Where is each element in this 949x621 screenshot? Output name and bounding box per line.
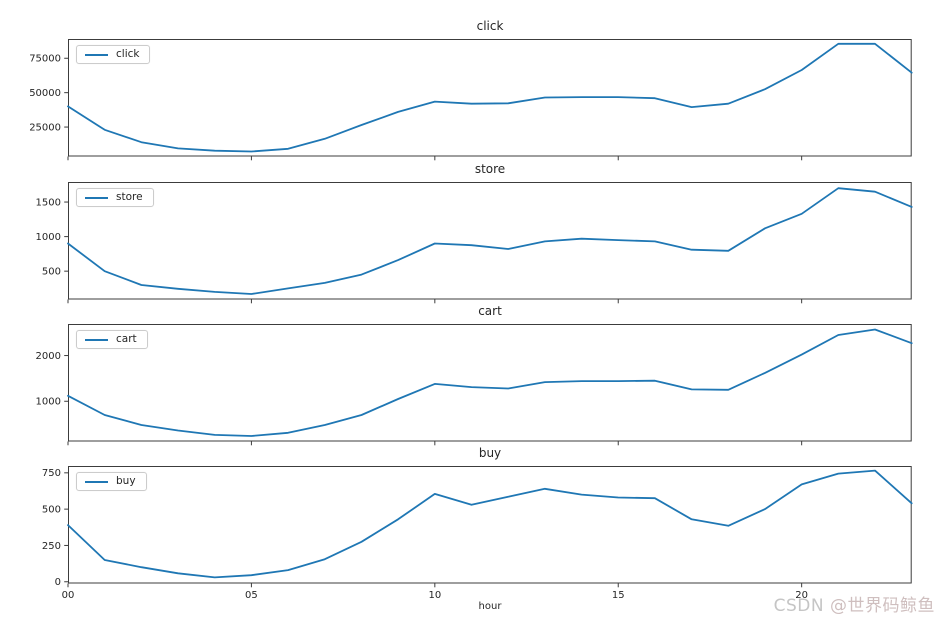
plot-area-cart: 1000 2000: [36, 324, 913, 446]
plot-border: [68, 466, 912, 584]
legend-click: click: [76, 45, 151, 64]
x-tick-label: 00: [62, 590, 75, 601]
line-series-buy: [67, 469, 913, 579]
x-tick-label: 15: [612, 590, 625, 601]
legend-label: store: [116, 191, 143, 203]
subplot-cart-title: cart: [478, 304, 502, 318]
plot-border: [68, 182, 912, 300]
x-tick-label: 20: [795, 590, 808, 601]
y-tick-label: 750: [42, 468, 61, 479]
y-tick-label: 1000: [36, 397, 61, 408]
subplot-store-title: store: [474, 162, 506, 176]
subplot-click: click 25000 50000 75000 click: [29, 19, 913, 161]
legend-line-sample-icon: [85, 196, 108, 199]
plot-area-click: 25000 50000 75000: [29, 39, 913, 161]
y-tick-label: 0: [55, 577, 61, 588]
y-tick-label: 1000: [36, 232, 61, 243]
legend-label: cart: [116, 333, 137, 345]
plot-area-store: 500 1000 1500: [36, 182, 913, 304]
subplot-click-title: click: [476, 19, 504, 33]
y-tick-label: 2000: [36, 351, 61, 362]
legend-cart: cart: [76, 330, 148, 349]
subplot-buy: buy 0 250 500 750 00 05 10 15 20 buy: [42, 446, 913, 601]
subplot-cart: cart 1000 2000 cart: [36, 304, 913, 446]
subplot-store: store 500 1000 1500 store: [36, 162, 913, 304]
plot-border: [68, 39, 912, 157]
y-tick-label: 25000: [29, 122, 61, 133]
plot-area-buy: 0 250 500 750 00 05 10 15 20: [42, 466, 913, 601]
legend-line-sample-icon: [85, 53, 108, 56]
legend-label: buy: [116, 475, 136, 487]
x-axis-label: hour: [478, 601, 502, 612]
y-tick-label: 1500: [36, 197, 61, 208]
line-series-click: [67, 42, 913, 153]
y-tick-label: 75000: [29, 54, 61, 65]
x-tick-label: 05: [245, 590, 258, 601]
y-tick-label: 250: [42, 541, 61, 552]
y-tick-label: 500: [42, 505, 61, 516]
subplot-buy-title: buy: [478, 446, 502, 460]
legend-buy: buy: [76, 472, 147, 491]
line-series-store: [67, 187, 913, 295]
legend-label: click: [116, 48, 140, 60]
line-series-cart: [67, 328, 913, 437]
legend-line-sample-icon: [85, 338, 108, 341]
y-tick-label: 50000: [29, 88, 61, 99]
legend-store: store: [76, 188, 154, 207]
plot-border: [68, 324, 912, 442]
y-tick-label: 500: [42, 267, 61, 278]
x-tick-label: 10: [428, 590, 441, 601]
legend-line-sample-icon: [85, 480, 108, 483]
